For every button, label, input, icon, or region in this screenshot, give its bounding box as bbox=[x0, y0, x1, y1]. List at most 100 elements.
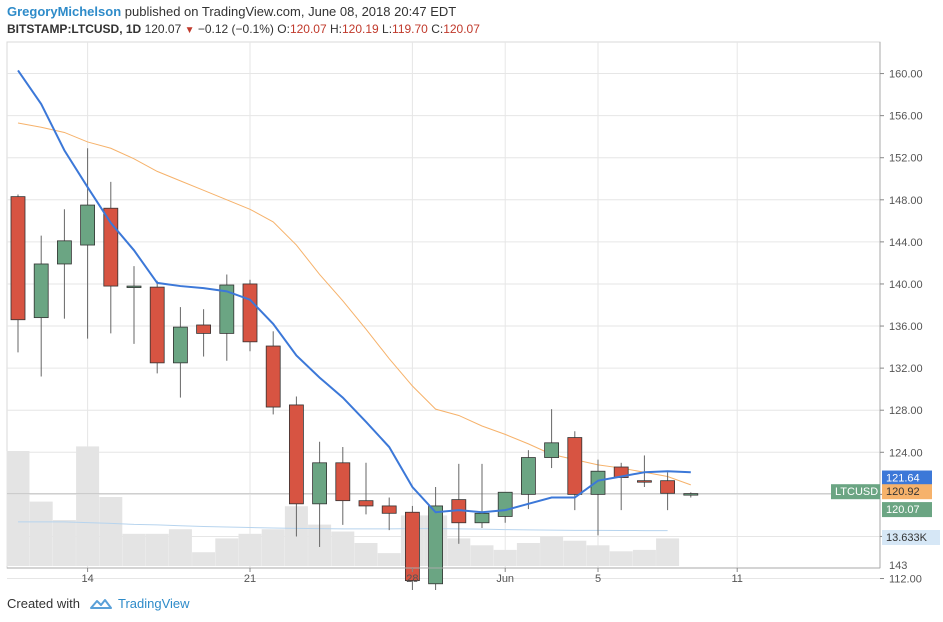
open-value: 120.07 bbox=[289, 22, 327, 36]
published-text: published on TradingView.com, June 08, 2… bbox=[124, 4, 457, 19]
candle-body bbox=[660, 480, 675, 494]
price-tick-label: 132.00 bbox=[889, 363, 923, 375]
footer: Created with TradingView bbox=[7, 596, 190, 611]
price-tick-label: 144.00 bbox=[889, 237, 923, 249]
symbol-tag: LTCUSD bbox=[831, 484, 880, 500]
last-price-tag-text: 120.07 bbox=[886, 504, 920, 516]
volume-bar bbox=[238, 533, 262, 566]
volume-bar bbox=[540, 536, 564, 566]
volume-bar bbox=[52, 520, 76, 566]
volume-bar bbox=[586, 545, 610, 566]
candle bbox=[172, 307, 188, 398]
volume-bar bbox=[261, 529, 285, 566]
candle bbox=[335, 447, 351, 525]
candle bbox=[265, 331, 281, 415]
price-tick-label-partial: 143 bbox=[889, 560, 907, 572]
price-tick-label: 124.00 bbox=[889, 447, 923, 459]
candle bbox=[521, 450, 536, 510]
created-with-text: Created with bbox=[7, 596, 80, 611]
tradingview-link[interactable]: TradingView bbox=[117, 596, 190, 611]
candle-body bbox=[149, 286, 165, 364]
chart-header-line2: BITSTAMP:LTCUSD, 1D 120.07 ▼ −0.12 (−0.1… bbox=[7, 22, 480, 36]
close-label: C: bbox=[431, 22, 444, 36]
volume-bar bbox=[331, 531, 355, 566]
candle bbox=[404, 505, 420, 590]
volume-bar bbox=[76, 446, 100, 566]
candle bbox=[312, 441, 328, 547]
volume-bar bbox=[29, 501, 53, 566]
candle-body bbox=[172, 326, 188, 364]
price-tick-label: 160.00 bbox=[889, 69, 923, 81]
candle bbox=[219, 274, 235, 361]
price-tick-label: 156.00 bbox=[889, 111, 923, 123]
time-tick-label: 14 bbox=[81, 573, 93, 585]
price-tick-label: 152.00 bbox=[889, 153, 923, 165]
candle-body bbox=[196, 324, 212, 334]
volume-bar bbox=[6, 451, 30, 566]
candle-body bbox=[590, 470, 606, 495]
candle-body bbox=[265, 345, 281, 408]
volume-bar bbox=[354, 543, 378, 566]
author-link[interactable]: GregoryMichelson bbox=[7, 4, 122, 19]
tradingview-logo-icon bbox=[89, 599, 112, 609]
down-arrow-icon: ▼ bbox=[184, 25, 195, 36]
candle-body bbox=[404, 511, 420, 582]
time-axis: 14 21 28 Jun 5 11 bbox=[7, 567, 880, 585]
candle-body bbox=[57, 240, 72, 265]
volume-bar bbox=[377, 553, 401, 566]
plot-area bbox=[6, 41, 881, 569]
high-value: 120.19 bbox=[341, 22, 379, 36]
volume-bar bbox=[168, 529, 192, 566]
time-tick-label: Jun bbox=[496, 573, 514, 585]
volume-bar bbox=[516, 543, 540, 566]
candle-body bbox=[544, 442, 559, 458]
candle bbox=[196, 309, 212, 357]
candle bbox=[358, 462, 374, 515]
candle-body bbox=[637, 480, 652, 483]
candle-body bbox=[381, 505, 397, 514]
candle-body bbox=[312, 462, 328, 505]
time-tick-label: 5 bbox=[595, 573, 601, 585]
ma-slow-price-tag: 120.92 bbox=[882, 484, 932, 500]
volume-bar bbox=[493, 549, 517, 566]
candle-series bbox=[10, 148, 699, 590]
open-label: O: bbox=[277, 22, 290, 36]
candle bbox=[149, 280, 165, 374]
symbol-label[interactable]: BITSTAMP:LTCUSD, 1D bbox=[7, 22, 142, 36]
candle bbox=[660, 472, 675, 511]
ma-fast-line bbox=[17, 69, 691, 514]
volume-bar bbox=[470, 545, 494, 566]
candle bbox=[683, 492, 699, 498]
last-price-tag: 120.07 bbox=[882, 502, 932, 518]
volume-ma-tag-text: 13.633K bbox=[886, 532, 928, 544]
candle bbox=[288, 396, 304, 537]
price-tick-label: 136.00 bbox=[889, 321, 923, 333]
time-tick-label: 11 bbox=[731, 573, 742, 585]
candle bbox=[567, 431, 583, 511]
volume-ma-line bbox=[18, 521, 668, 532]
candle-body bbox=[242, 283, 258, 343]
candle bbox=[544, 409, 559, 469]
volume-bar bbox=[122, 533, 146, 566]
volume-bar bbox=[563, 540, 587, 566]
candle bbox=[33, 235, 49, 377]
candle bbox=[474, 463, 490, 529]
candle-body bbox=[474, 512, 490, 524]
candle-body bbox=[219, 284, 235, 334]
chart-header-line1: GregoryMichelson published on TradingVie… bbox=[7, 4, 456, 19]
time-tick-label: 28 bbox=[406, 573, 418, 585]
price-chart[interactable]: 160.00 156.00 152.00 148.00 144.00 140.00 136.… bbox=[0, 0, 943, 590]
price-tick-label: 112.00 bbox=[889, 574, 922, 586]
ma-fast-price-tag: 121.64 bbox=[882, 470, 932, 486]
close-value: 120.07 bbox=[443, 22, 480, 36]
candle-body bbox=[613, 466, 629, 478]
candle-body bbox=[10, 196, 26, 321]
candle-body bbox=[33, 263, 49, 319]
low-label: L: bbox=[382, 22, 393, 36]
volume-bar bbox=[145, 533, 169, 566]
candle bbox=[80, 148, 95, 339]
volume-ma-tag: 13.633K bbox=[882, 530, 940, 545]
volume-bar bbox=[632, 549, 656, 566]
candle-body bbox=[683, 493, 699, 496]
candle-body bbox=[335, 462, 351, 502]
